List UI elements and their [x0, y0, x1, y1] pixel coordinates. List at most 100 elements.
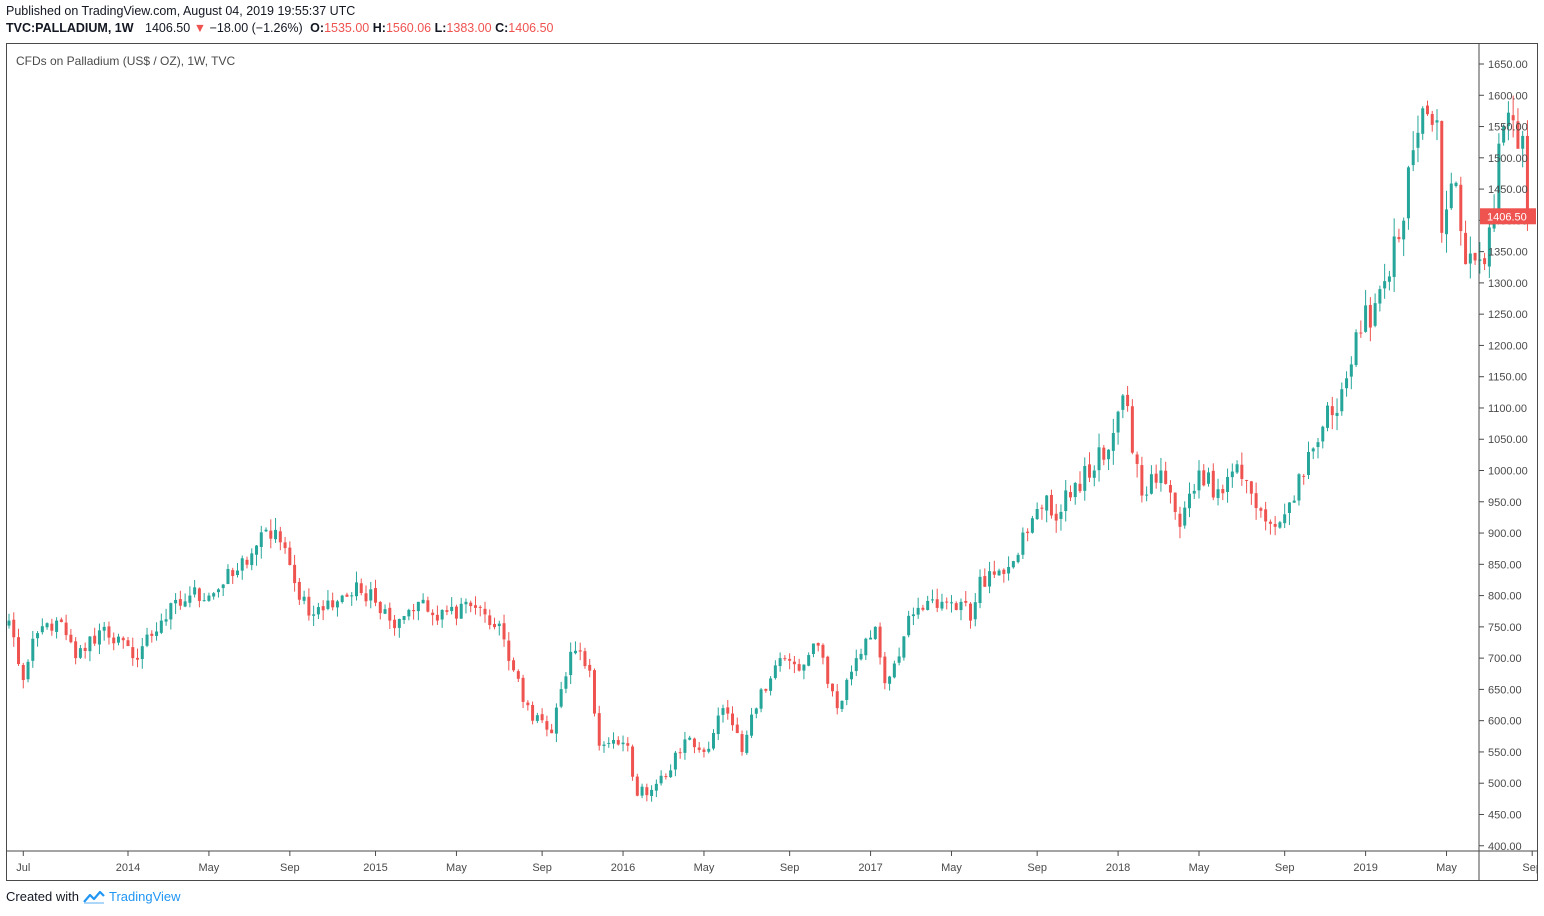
candle-body-up [850, 671, 854, 680]
candle-body-down [835, 691, 839, 709]
candle-body-up [1502, 126, 1506, 143]
candle-body-down [293, 564, 297, 584]
candle-body-up [769, 678, 773, 691]
candle-body-down [488, 615, 492, 626]
tradingview-brand-link[interactable]: TradingView [108, 889, 181, 904]
x-tick-label: 2016 [611, 862, 635, 874]
candle-body-up [916, 607, 920, 615]
candle-body-down [1040, 507, 1044, 509]
candle-body-up [155, 631, 159, 636]
candle-body-up [259, 532, 263, 547]
candle-body-down [374, 588, 378, 603]
candle-body-up [174, 599, 178, 604]
candle-body-up [1207, 472, 1211, 484]
candle-body-up [1092, 470, 1096, 478]
candle-body-up [659, 775, 663, 784]
candle-body-up [1378, 289, 1382, 304]
candle-body-up [340, 595, 344, 603]
last-price-tag: 1406.50 [1480, 208, 1536, 225]
y-tick-label: 1650.00 [1488, 59, 1528, 71]
candle-body-up [1083, 466, 1087, 491]
candle-body-up [688, 737, 692, 740]
candle-body-up [1159, 470, 1163, 484]
candle-body-down [531, 704, 535, 721]
candle-body-up [169, 603, 173, 620]
candle-body-down [359, 583, 363, 593]
candle-body-down [74, 641, 78, 659]
candle-body-up [402, 616, 406, 620]
chart-svg[interactable]: CFDs on Palladium (US$ / OZ), 1W, TVC 40… [7, 44, 1537, 880]
candle-body-up [1340, 389, 1344, 412]
candle-body-down [435, 614, 439, 621]
candle-body-up [97, 630, 101, 645]
candle-body-up [1321, 426, 1325, 442]
candle-body-down [345, 594, 349, 597]
candle-body-down [1397, 236, 1401, 240]
candle-body-down [17, 637, 21, 665]
candle-body-down [1135, 454, 1139, 464]
candle-body-up [650, 789, 654, 796]
candle-body-down [1202, 470, 1206, 486]
candle-body-down [588, 664, 592, 671]
candle-body-down [726, 707, 730, 714]
open-label: O: [310, 21, 325, 35]
candle-body-up [1387, 276, 1391, 282]
candle-body-down [1264, 509, 1268, 522]
candle-body-down [1473, 252, 1477, 261]
published-line: Published on TradingView.com, August 04,… [6, 4, 356, 18]
y-tick-label: 850.00 [1488, 559, 1522, 571]
candle-body-up [1468, 253, 1472, 264]
price-axis[interactable]: 400.00 450.00 500.00 550.00 600.00 650.00 700.… [1479, 59, 1528, 853]
candle-body-down [545, 721, 549, 730]
candle-body-down [788, 658, 792, 661]
candle-body-down [702, 749, 706, 752]
candle-body-down [783, 658, 787, 660]
chart-frame[interactable]: CFDs on Palladium (US$ / OZ), 1W, TVC 40… [6, 43, 1538, 881]
candle-body-down [502, 623, 506, 640]
candle-body-down [412, 609, 416, 612]
x-tick-label: May [446, 862, 467, 874]
candle-body-down [1130, 406, 1134, 453]
candle-body-up [226, 568, 230, 584]
candle-body-down [645, 787, 649, 796]
candle-body-up [102, 626, 106, 631]
candle-body-up [859, 653, 863, 660]
candle-body-up [1297, 474, 1301, 501]
candle-body-down [1068, 492, 1072, 498]
y-tick-label: 800.00 [1488, 591, 1522, 603]
candle-body-up [1416, 132, 1420, 148]
quote-line: TVC:PALLADIUM, 1W 1406.50 ▼ −18.00 (−1.2… [6, 21, 553, 35]
candle-body-down [1245, 479, 1249, 481]
candle-body-up [88, 636, 92, 652]
candle-body-up [193, 587, 197, 595]
candle-body-up [459, 603, 463, 619]
y-tick-label: 400.00 [1488, 841, 1522, 853]
candle-body-up [988, 571, 992, 587]
candle-body-up [669, 770, 673, 778]
price-change: −18.00 (−1.26%) [209, 21, 303, 35]
candle-body-down [483, 608, 487, 615]
candle-body-up [721, 708, 725, 715]
candle-body-down [830, 683, 834, 692]
candle-body-up [654, 783, 658, 791]
candle-body-down [50, 623, 54, 631]
candle-body-down [388, 607, 392, 621]
candle-body-down [1330, 406, 1334, 416]
candle-body-up [907, 615, 911, 636]
candle-body-up [573, 650, 577, 654]
candle-body-down [731, 713, 735, 726]
y-tick-label: 1350.00 [1488, 247, 1528, 259]
y-tick-label: 1550.00 [1488, 122, 1528, 134]
last-price-tag-label: 1406.50 [1487, 211, 1527, 223]
tradingview-logo-icon [83, 890, 105, 904]
candle-body-up [1306, 452, 1310, 475]
candle-body-down [1268, 521, 1272, 524]
candle-body-down [1102, 447, 1106, 460]
candle-body-up [354, 582, 358, 597]
candle-body-down [364, 593, 368, 602]
candle-body-down [59, 619, 63, 622]
candle-body-down [245, 559, 249, 565]
high-label: H: [372, 21, 386, 35]
candle-body-down [797, 664, 801, 671]
time-axis[interactable]: Jul 2014 May Sep 2015 May Sep 2016 May Sep 2017 May… [16, 851, 1537, 874]
